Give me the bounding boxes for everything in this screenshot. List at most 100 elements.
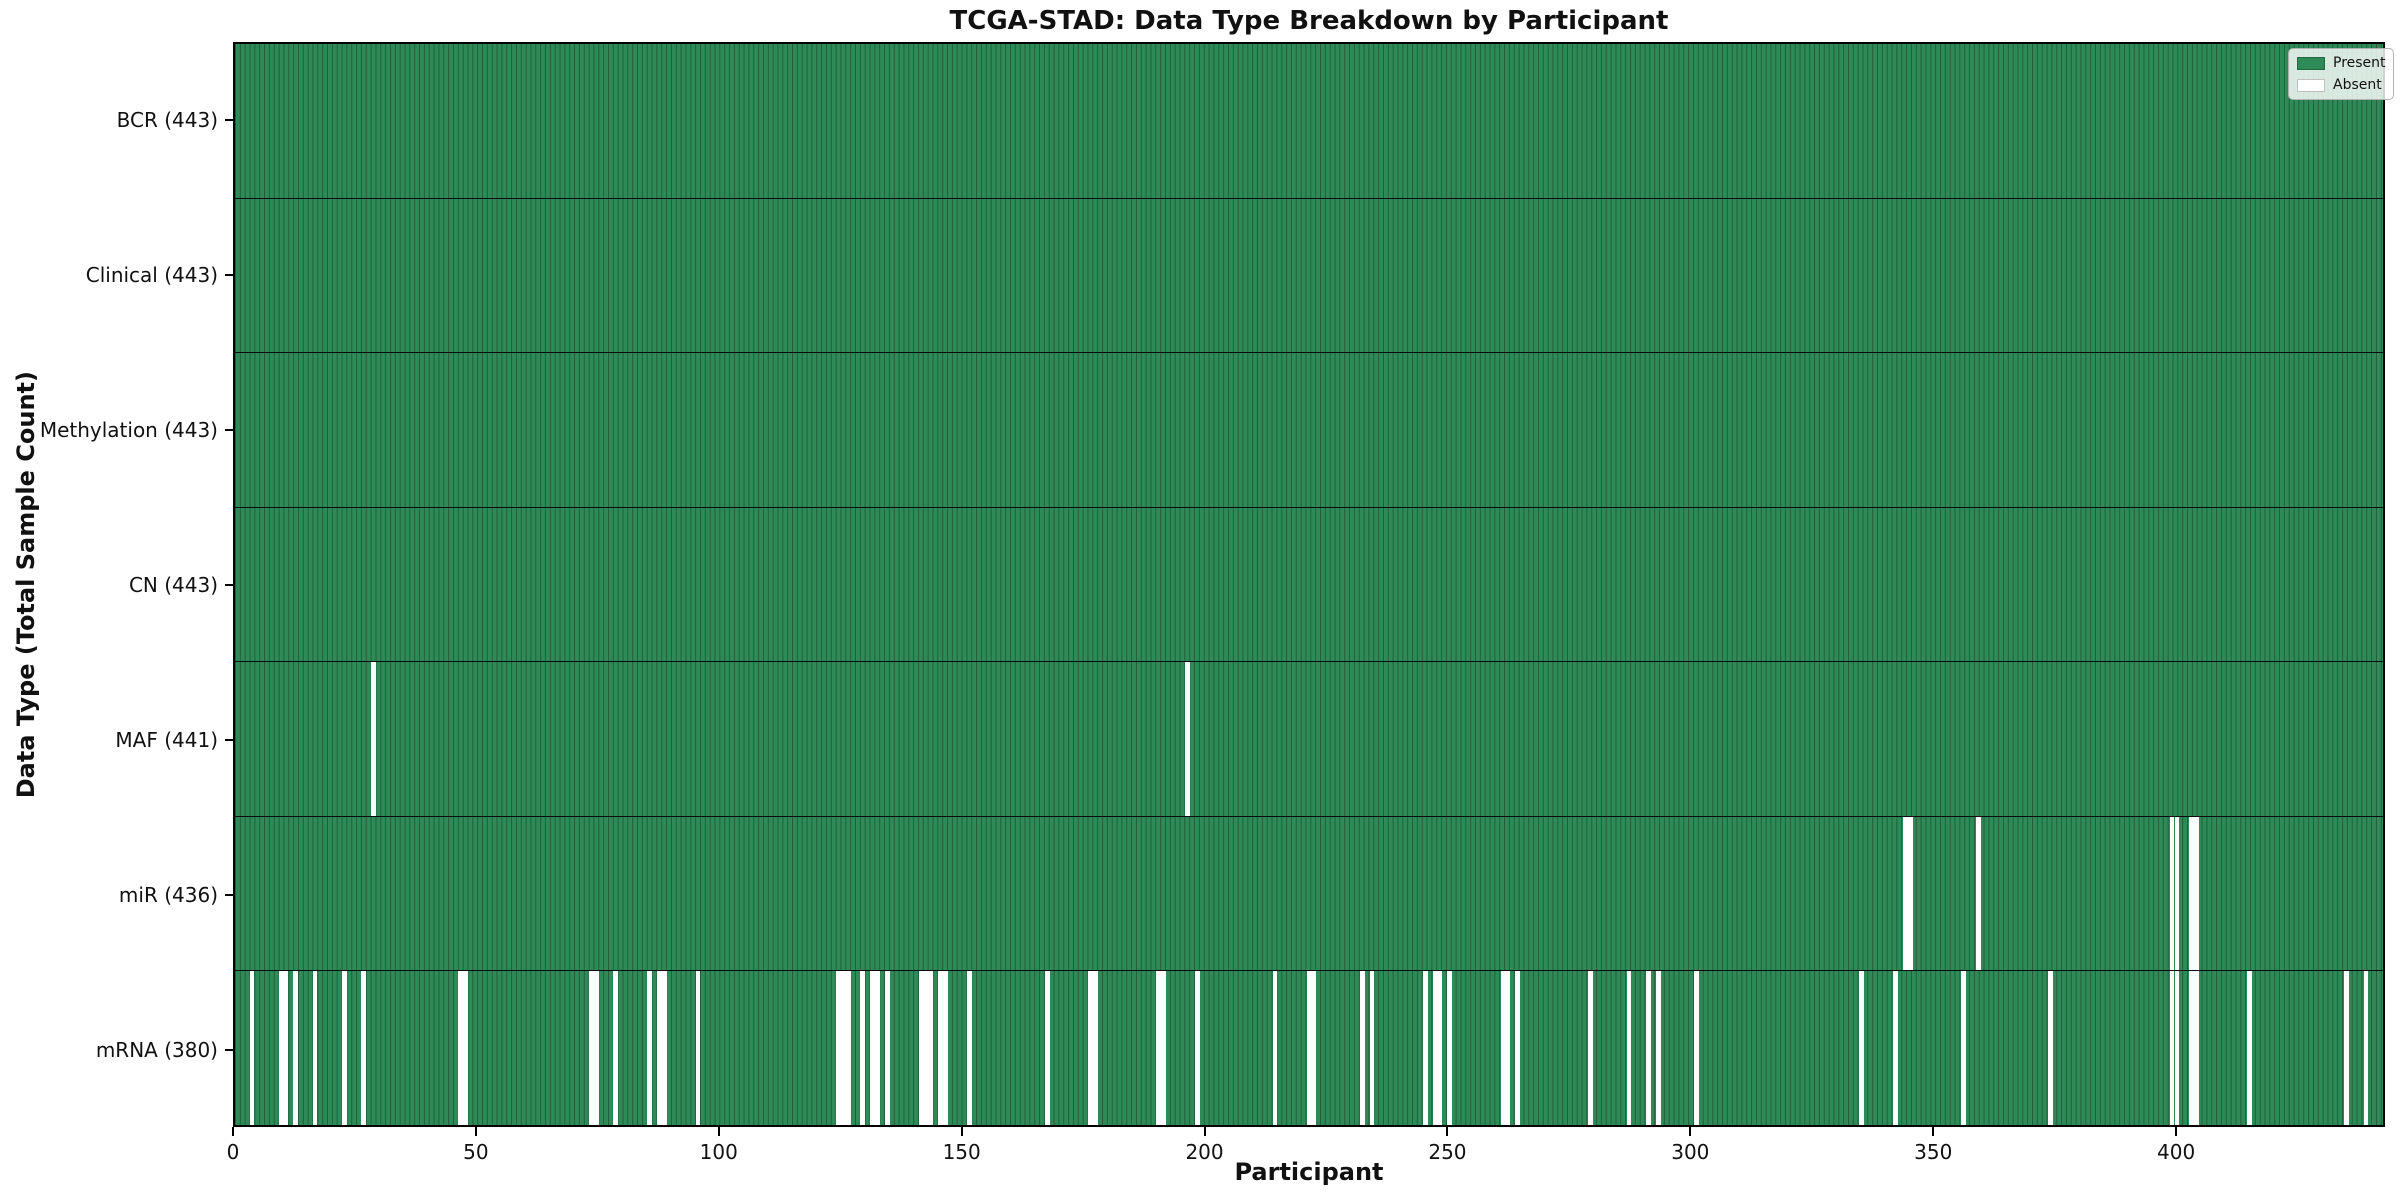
x-tick-label-350: 350 (1914, 1140, 1953, 1164)
y-tick-label-methylation: Methylation (443) (39, 417, 218, 442)
absent-gap (458, 971, 463, 1126)
absent-gap (1311, 971, 1317, 1126)
absent-gap (1195, 971, 1200, 1126)
legend-entry-present: Present (2297, 55, 2386, 71)
x-tick-mark (2175, 1127, 2178, 1136)
legend-entry-absent: Absent (2297, 77, 2385, 93)
absent-gap (1422, 971, 1428, 1126)
x-tick-label-250: 250 (1428, 1140, 1467, 1164)
absent-gap (283, 971, 289, 1126)
absent-gap (2189, 971, 2194, 1126)
absent-gap (1437, 971, 1443, 1126)
absent-gap (1975, 816, 1981, 971)
x-tick-label-50: 50 (463, 1140, 489, 1164)
absent-gap (312, 971, 318, 1126)
absent-gap (1587, 971, 1593, 1126)
absent-gap (870, 971, 876, 1126)
absent-gap (875, 971, 880, 1126)
absent-gap (1161, 971, 1166, 1126)
legend: Present Absent (2288, 48, 2394, 100)
absent-gap (2189, 816, 2194, 971)
absent-gap (1645, 971, 1651, 1126)
absent-gap (2193, 816, 2199, 971)
absent-gap (1515, 971, 1520, 1126)
x-tick-mark (1203, 1127, 1206, 1136)
row-bcr (235, 44, 2383, 199)
absent-gap (1961, 971, 1966, 1126)
absent-gap (2048, 971, 2054, 1126)
x-tick-mark (960, 1127, 963, 1136)
absent-gap (341, 971, 347, 1126)
x-tick-mark (474, 1127, 477, 1136)
absent-gap (1859, 971, 1865, 1126)
absent-gap (2174, 816, 2180, 971)
absent-gap (918, 971, 924, 1126)
row-maf (235, 662, 2383, 817)
absent-gap (1655, 971, 1661, 1126)
absent-gap (1272, 971, 1278, 1126)
absent-gap (361, 971, 366, 1126)
x-tick-label-100: 100 (699, 1140, 738, 1164)
absent-gap (1185, 662, 1191, 816)
row-mrna (235, 971, 2383, 1126)
row-clinical (235, 198, 2383, 354)
absent-gap (1902, 816, 1908, 971)
absent-gap (1432, 971, 1438, 1126)
absent-gap (462, 971, 468, 1126)
y-tick-label-mrna: mRNA (380) (95, 1037, 218, 1062)
y-tick-label-cn: CN (443) (128, 572, 218, 597)
x-axis-label: Participant (1234, 1158, 1384, 1186)
x-tick-mark (232, 1127, 234, 1136)
absent-gap (2193, 971, 2199, 1126)
absent-gap (1447, 971, 1453, 1126)
absent-gap (2247, 971, 2253, 1126)
legend-label: Present (2333, 55, 2386, 71)
absent-gap (1359, 971, 1365, 1126)
x-tick-mark (1446, 1127, 1449, 1136)
y-tick-mark (225, 118, 233, 121)
absent-gap (1093, 971, 1099, 1126)
y-tick-mark (225, 583, 233, 586)
absent-gap (1369, 971, 1375, 1126)
absent-gap (647, 971, 652, 1126)
absent-gap (593, 971, 599, 1126)
legend-label: Absent (2333, 77, 2382, 93)
absent-gap (661, 971, 667, 1126)
absent-gap (695, 971, 701, 1126)
x-tick-mark (1932, 1127, 1935, 1136)
absent-gap (2169, 816, 2175, 971)
x-tick-label-150: 150 (942, 1140, 981, 1164)
absent-gap (588, 971, 594, 1126)
y-tick-mark (225, 273, 233, 276)
absent-gap (845, 971, 851, 1126)
absent-gap (370, 662, 376, 816)
chart-title: TCGA-STAD: Data Type Breakdown by Partic… (949, 6, 1669, 36)
x-tick-mark (717, 1127, 720, 1136)
absent-gap (293, 971, 299, 1126)
legend-swatch-absent (2297, 78, 2325, 92)
y-tick-mark (225, 1048, 233, 1051)
absent-gap (1044, 971, 1050, 1126)
absent-gap (1500, 971, 1506, 1126)
absent-gap (967, 971, 972, 1126)
absent-gap (1907, 816, 1913, 971)
absent-gap (2174, 971, 2180, 1126)
absent-gap (1694, 971, 1700, 1126)
absent-gap (928, 971, 934, 1126)
y-tick-mark (225, 738, 233, 741)
row-cn (235, 507, 2383, 663)
plot-area (233, 42, 2385, 1127)
y-tick-label-bcr: BCR (443) (116, 107, 218, 132)
x-tick-label-200: 200 (1185, 1140, 1224, 1164)
absent-gap (884, 971, 890, 1126)
absent-gap (1626, 971, 1632, 1126)
absent-gap (836, 971, 842, 1126)
y-tick-mark (225, 893, 233, 896)
absent-gap (1893, 971, 1899, 1126)
absent-gap (2344, 971, 2350, 1126)
absent-gap (1306, 971, 1312, 1126)
x-tick-label-300: 300 (1671, 1140, 1710, 1164)
y-tick-label-mir: miR (436) (118, 882, 218, 907)
absent-gap (1156, 971, 1162, 1126)
